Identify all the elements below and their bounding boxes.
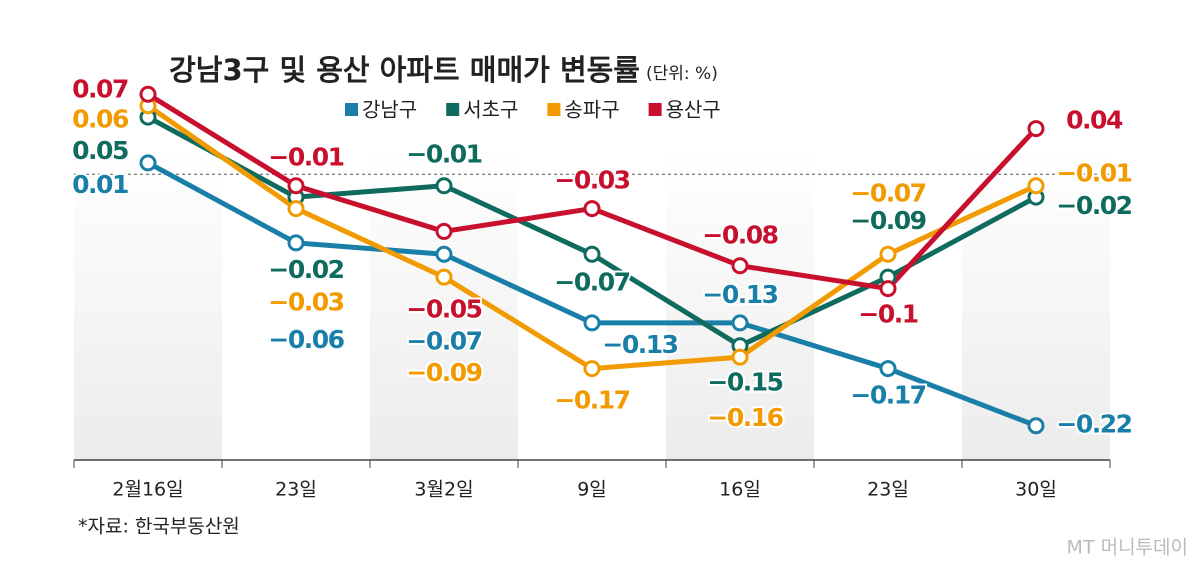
value-label: −0.16 <box>707 403 783 432</box>
value-label: −0.05 <box>406 294 481 323</box>
value-label: 0.05 <box>72 136 128 165</box>
legend-label: 강남구 <box>362 98 417 122</box>
point-marker <box>435 268 453 286</box>
value-label: 0.06 <box>72 105 129 134</box>
chart-title: 강남3구 및 용산 아파트 매매가 변동률 <box>169 53 640 87</box>
value-label: 0.07 <box>72 74 128 103</box>
point-marker <box>1027 417 1045 435</box>
source: *자료: 한국부동산원 <box>78 516 240 538</box>
x-tick-label: 3월2일 <box>414 479 473 501</box>
value-label: −0.02 <box>268 255 343 284</box>
point-marker <box>583 245 601 263</box>
point-marker <box>287 177 305 195</box>
point-marker <box>583 314 601 332</box>
point-marker <box>139 154 157 172</box>
point-marker <box>583 360 601 378</box>
legend-label: 서초구 <box>463 98 518 122</box>
legend-swatch <box>648 103 662 116</box>
value-label: −0.17 <box>850 381 925 410</box>
value-label: −0.01 <box>1056 159 1131 188</box>
point-marker <box>731 314 749 332</box>
point-marker <box>139 85 157 103</box>
value-label: −0.08 <box>702 221 777 250</box>
x-tick-label: 16일 <box>719 479 761 501</box>
point-marker <box>879 280 897 298</box>
point-marker <box>731 348 749 366</box>
legend-label: 용산구 <box>666 98 721 122</box>
legend-swatch <box>547 103 561 116</box>
value-label: −0.15 <box>707 368 782 397</box>
legend-swatch <box>446 103 460 116</box>
point-marker <box>435 245 453 263</box>
x-tick-label: 2월16일 <box>112 479 183 501</box>
value-label: −0.01 <box>268 143 343 172</box>
value-label: 0.04 <box>1066 106 1123 135</box>
point-marker <box>287 234 305 252</box>
background-band <box>74 150 222 460</box>
watermark: MT 머니투데이 <box>1067 537 1188 559</box>
value-label: −0.09 <box>406 358 481 387</box>
value-label: −0.07 <box>554 267 629 296</box>
x-tick-label: 30일 <box>1015 479 1057 501</box>
value-label: −0.03 <box>554 166 629 195</box>
point-marker <box>731 257 749 275</box>
legend-swatch <box>345 103 358 116</box>
value-label: −0.03 <box>268 288 343 317</box>
point-marker <box>287 200 305 218</box>
x-tick-label: 23일 <box>275 479 317 501</box>
value-label: 0.01 <box>72 170 128 199</box>
value-label: −0.13 <box>602 330 677 359</box>
value-label: −0.13 <box>702 280 777 309</box>
background-band <box>666 150 814 460</box>
point-marker <box>879 360 897 378</box>
unit-label: (단위: %) <box>646 64 718 84</box>
point-marker <box>1027 120 1045 138</box>
value-label: −0.17 <box>554 386 629 415</box>
point-marker <box>435 177 453 195</box>
value-label: −0.02 <box>1056 191 1131 220</box>
point-marker <box>879 245 897 263</box>
value-label: −0.07 <box>850 178 925 207</box>
x-tick-label: 23일 <box>867 479 909 501</box>
value-label: −0.22 <box>1056 410 1131 439</box>
value-label: −0.1 <box>858 300 917 329</box>
value-label: −0.06 <box>268 325 344 354</box>
point-marker <box>583 200 601 218</box>
legend-label: 송파구 <box>564 98 619 122</box>
value-label: −0.09 <box>850 206 925 235</box>
x-tick-label: 9일 <box>577 479 607 501</box>
point-marker <box>1027 177 1045 195</box>
point-marker <box>435 222 453 240</box>
value-label: −0.07 <box>406 326 481 355</box>
value-label: −0.01 <box>406 140 481 169</box>
